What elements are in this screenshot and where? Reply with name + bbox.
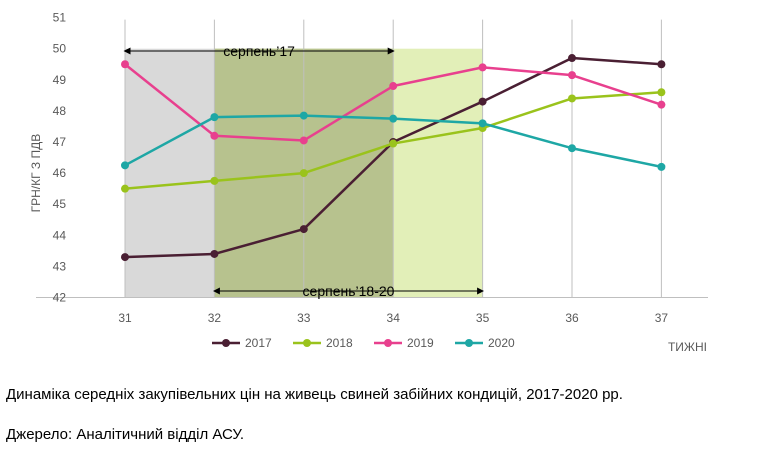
y-tick-label: 49 (53, 73, 67, 87)
data-point-2018 (121, 184, 129, 193)
data-point-2018 (210, 176, 219, 185)
y-tick-label: 50 (53, 42, 67, 56)
y-tick-label: 51 (53, 11, 67, 25)
data-point-2020 (121, 161, 129, 170)
y-tick-label: 47 (53, 135, 67, 149)
data-point-2019 (389, 82, 398, 91)
period-2018-2020-label: серпень’18-20 (303, 283, 395, 299)
y-tick-label: 46 (53, 166, 67, 180)
x-tick-label: 35 (476, 311, 490, 325)
chart-axes: 42 43 44 45 46 47 48 49 50 51 31 32 33 34 35 36 37 ГРН/КГ… (29, 11, 708, 354)
data-point-2020 (657, 162, 666, 171)
data-point-2019 (299, 136, 308, 145)
data-point-2020 (568, 144, 576, 153)
x-tick-label: 33 (297, 311, 311, 325)
data-point-2017 (299, 225, 308, 234)
data-point-2019 (121, 60, 129, 69)
data-point-2020 (210, 113, 219, 122)
x-tick-label: 37 (655, 311, 669, 325)
data-series (121, 54, 666, 262)
period-arrows: серпень’17 серпень’18-20 (123, 43, 485, 299)
data-point-2018 (568, 94, 576, 103)
data-point-2017 (210, 249, 219, 258)
price-line-chart: 42 43 44 45 46 47 48 49 50 51 31 32 33 34 35 36 37 ГРН/КГ… (29, 11, 708, 354)
data-point-2018 (389, 139, 398, 148)
data-point-2017 (657, 60, 666, 69)
x-tick-label: 36 (565, 311, 579, 325)
x-tick-label: 32 (208, 311, 222, 325)
y-tick-label: 44 (53, 228, 67, 242)
legend-label-2019: 2019 (407, 336, 434, 350)
data-point-2019 (657, 100, 666, 109)
data-point-2019 (568, 71, 576, 80)
y-tick-label: 43 (53, 259, 67, 273)
data-point-2020 (299, 111, 308, 120)
data-point-2017 (121, 253, 129, 262)
x-tick-label: 34 (387, 311, 401, 325)
legend-marker-2019 (384, 339, 392, 347)
legend-label-2017: 2017 (245, 336, 272, 350)
chart-legend: 2017 2018 2019 2020 (212, 336, 515, 350)
legend-marker-2018 (303, 339, 311, 347)
data-point-2020 (478, 119, 487, 128)
data-point-2020 (389, 114, 398, 123)
data-point-2017 (568, 54, 576, 63)
legend-marker-2020 (465, 339, 473, 347)
x-tick-label: 31 (118, 311, 132, 325)
data-point-2019 (210, 131, 219, 140)
period-2017-label: серпень’17 (223, 43, 295, 59)
data-point-2018 (299, 169, 308, 178)
data-point-2019 (478, 63, 487, 72)
legend-marker-2017 (222, 339, 230, 347)
x-axis-title: ТИЖНІ (668, 340, 707, 354)
chart-caption: Динаміка середніх закупівельних цін на ж… (6, 386, 623, 403)
legend-label-2020: 2020 (488, 336, 515, 350)
y-tick-label: 48 (53, 104, 67, 118)
y-tick-label: 42 (53, 291, 67, 305)
period-bands (125, 48, 483, 298)
data-point-2018 (657, 88, 666, 97)
y-tick-label: 45 (53, 197, 67, 211)
data-point-2017 (478, 97, 487, 106)
y-axis-title: ГРН/КГ З ПДВ (29, 134, 43, 213)
legend-label-2018: 2018 (326, 336, 353, 350)
source-note: Джерело: Аналітичний відділ АСУ. (6, 426, 245, 443)
